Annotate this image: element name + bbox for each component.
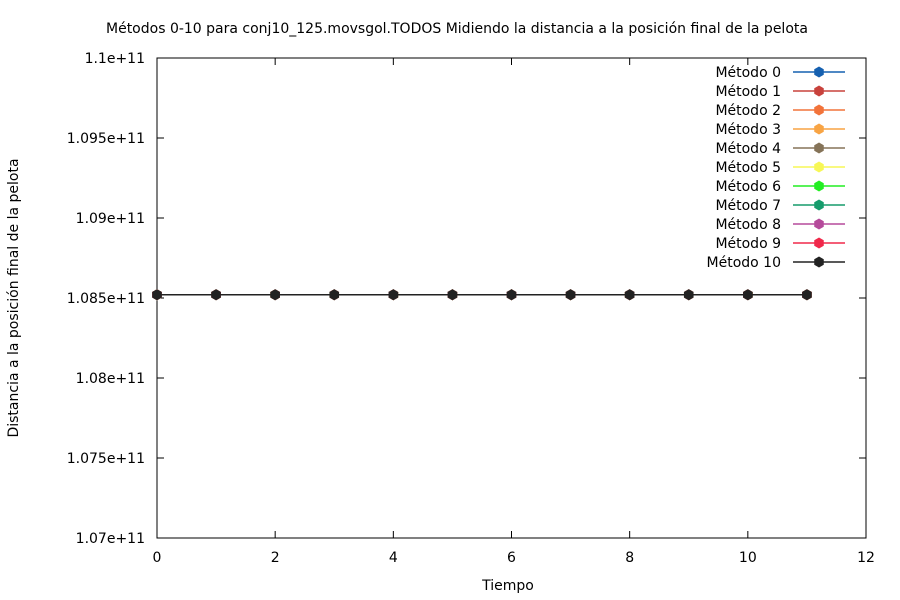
legend-marker [814,199,824,211]
data-point [565,289,576,301]
y-tick-label: 1.1e+11 [85,51,145,67]
x-tick-label: 12 [857,550,875,566]
legend-marker [814,161,824,173]
legend-marker [814,85,824,97]
legend-entry: Método 4 [715,141,845,157]
legend-entry: Método 5 [715,160,845,176]
legend-label: Método 4 [715,141,781,157]
data-point [624,289,635,301]
data-point [683,289,694,301]
y-axis-label: Distancia a la posición final de la pelo… [6,158,22,437]
legend-label: Método 1 [715,84,781,100]
legend-label: Método 0 [715,65,781,81]
data-point [802,289,812,301]
x-tick-label: 10 [739,550,757,566]
legend-label: Método 5 [715,160,781,176]
x-tick-label: 6 [507,550,516,566]
x-tick-label: 8 [625,550,634,566]
x-axis: 0 2 4 6 8 10 12 [153,58,875,566]
data-point [329,289,340,301]
x-tick-label: 2 [271,550,280,566]
data-point [506,289,517,301]
legend-label: Método 9 [715,236,781,252]
legend-entry: Método 3 [715,122,845,138]
legend-entry: Método 8 [715,217,845,233]
y-tick-label: 1.075e+11 [67,451,145,467]
legend-label: Método 8 [715,217,781,233]
legend-label: Método 10 [707,255,781,271]
x-axis-label: Tiempo [481,578,534,594]
legend-entry: Método 0 [715,65,845,81]
legend-marker [814,66,824,78]
x-tick-label: 0 [153,550,162,566]
x-tick-label: 4 [389,550,398,566]
y-tick-label: 1.08e+11 [76,371,145,387]
legend-label: Método 2 [715,103,781,119]
legend-marker [814,123,824,135]
legend-label: Método 7 [715,198,781,214]
legend-entry: Método 2 [715,103,845,119]
legend-marker [814,218,824,230]
legend-entry: Método 9 [715,236,845,252]
y-tick-label: 1.085e+11 [67,291,145,307]
legend-marker [814,180,824,192]
legend-marker [814,104,824,116]
y-tick-label: 1.09e+11 [76,211,145,227]
y-tick-label: 1.095e+11 [67,131,145,147]
data-point [270,289,280,301]
legend-marker [814,237,824,249]
legend-entry: Método 1 [715,84,845,100]
legend-marker [814,256,824,268]
y-axis: 1.07e+11 1.075e+11 1.08e+11 1.085e+11 1.09e+… [67,51,866,547]
chart-title: Métodos 0-10 para conj10_125.movsgol.TOD… [106,21,808,37]
legend-entry: Método 10 [707,255,845,271]
data-point [152,289,162,301]
series-layer [152,289,812,301]
data-point [388,289,399,301]
series-10 [152,289,812,301]
legend: Método 0 Método 1 Método 2 Método 3 Método 4… [707,65,845,271]
data-point [211,289,221,301]
legend-entry: Método 7 [715,198,845,214]
data-point [447,289,458,301]
legend-marker [814,142,824,154]
data-point [743,289,753,301]
y-tick-label: 1.07e+11 [76,531,145,547]
legend-label: Método 6 [715,179,781,195]
legend-entry: Método 6 [715,179,845,195]
legend-label: Método 3 [715,122,781,138]
